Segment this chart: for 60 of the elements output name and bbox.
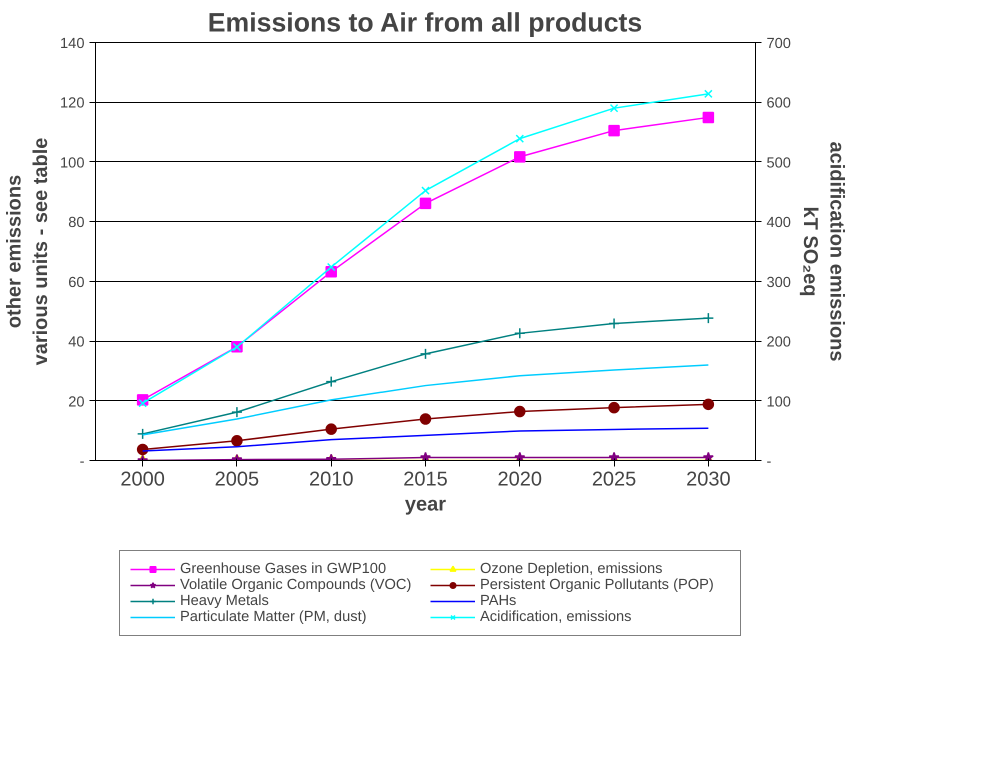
point <box>231 406 243 418</box>
y-tick-label: 60 <box>68 274 85 291</box>
y-tick-label: 40 <box>68 334 85 351</box>
point <box>325 376 337 388</box>
legend-label: Ozone Depletion, emissions <box>480 561 664 577</box>
x-tick-label: 2030 <box>686 468 731 490</box>
point <box>421 186 430 195</box>
point <box>420 198 432 210</box>
y2-tick-label: 500 <box>766 155 791 172</box>
point <box>608 124 620 136</box>
point <box>704 90 713 98</box>
point <box>514 328 526 340</box>
point <box>420 413 432 425</box>
y-tick-label: 140 <box>60 36 85 52</box>
x-tick-label: 2025 <box>592 468 636 490</box>
y-tick-label: 120 <box>60 96 85 112</box>
y-tick-label: 80 <box>68 215 85 232</box>
legend-label: Persistent Organic Pollutants (POP) <box>480 577 715 593</box>
point <box>325 423 337 435</box>
line-series <box>142 364 710 436</box>
legend-label: Greenhouse Gases in GWP100 <box>180 561 388 577</box>
chart-title: Emissions to Air from all products <box>208 8 642 38</box>
point <box>702 112 714 124</box>
y2-tick-label: 300 <box>766 274 791 291</box>
x-tick-label: 2000 <box>120 468 165 490</box>
y-axis-title: other emissions various units - see table <box>4 138 52 366</box>
x-tick-label: 2020 <box>498 468 542 490</box>
legend-label: Particulate Matter (PM, dust) <box>180 609 368 625</box>
point <box>136 428 148 440</box>
point <box>608 318 620 330</box>
legend-label: Acidification, emissions <box>480 609 633 625</box>
point <box>608 402 620 414</box>
legend-label: Volatile Organic Compounds (VOC) <box>180 577 412 593</box>
point <box>516 134 524 143</box>
point <box>231 435 243 447</box>
point <box>514 151 526 163</box>
y-tick-label: 20 <box>68 394 85 410</box>
y2-tick-label: 100 <box>766 394 791 410</box>
point <box>326 262 336 272</box>
y2-axis-title: acidification emissions kT SO₂eq <box>798 141 848 362</box>
x-tick-label: 2005 <box>214 468 260 490</box>
x-tick-label: 2010 <box>308 468 354 490</box>
point <box>138 398 147 408</box>
y2-tick-label: 400 <box>766 215 791 232</box>
point <box>702 312 714 324</box>
y-tick-label: 100 <box>60 155 85 172</box>
point <box>136 444 148 456</box>
legend-label: Heavy Metals <box>180 593 270 609</box>
point <box>702 398 714 410</box>
point <box>420 348 432 360</box>
legend-label: PAHs <box>480 593 518 609</box>
point <box>610 104 618 112</box>
point <box>514 406 526 418</box>
y2-tick-label: - <box>766 454 772 470</box>
y2-tick-label: 200 <box>766 334 791 351</box>
x-tick-label: 2015 <box>403 468 448 490</box>
y-tick-label: - <box>80 454 85 470</box>
x-axis-title: year <box>404 494 446 516</box>
y2-tick-label: 700 <box>766 36 791 52</box>
y2-tick-label: 600 <box>766 96 791 112</box>
